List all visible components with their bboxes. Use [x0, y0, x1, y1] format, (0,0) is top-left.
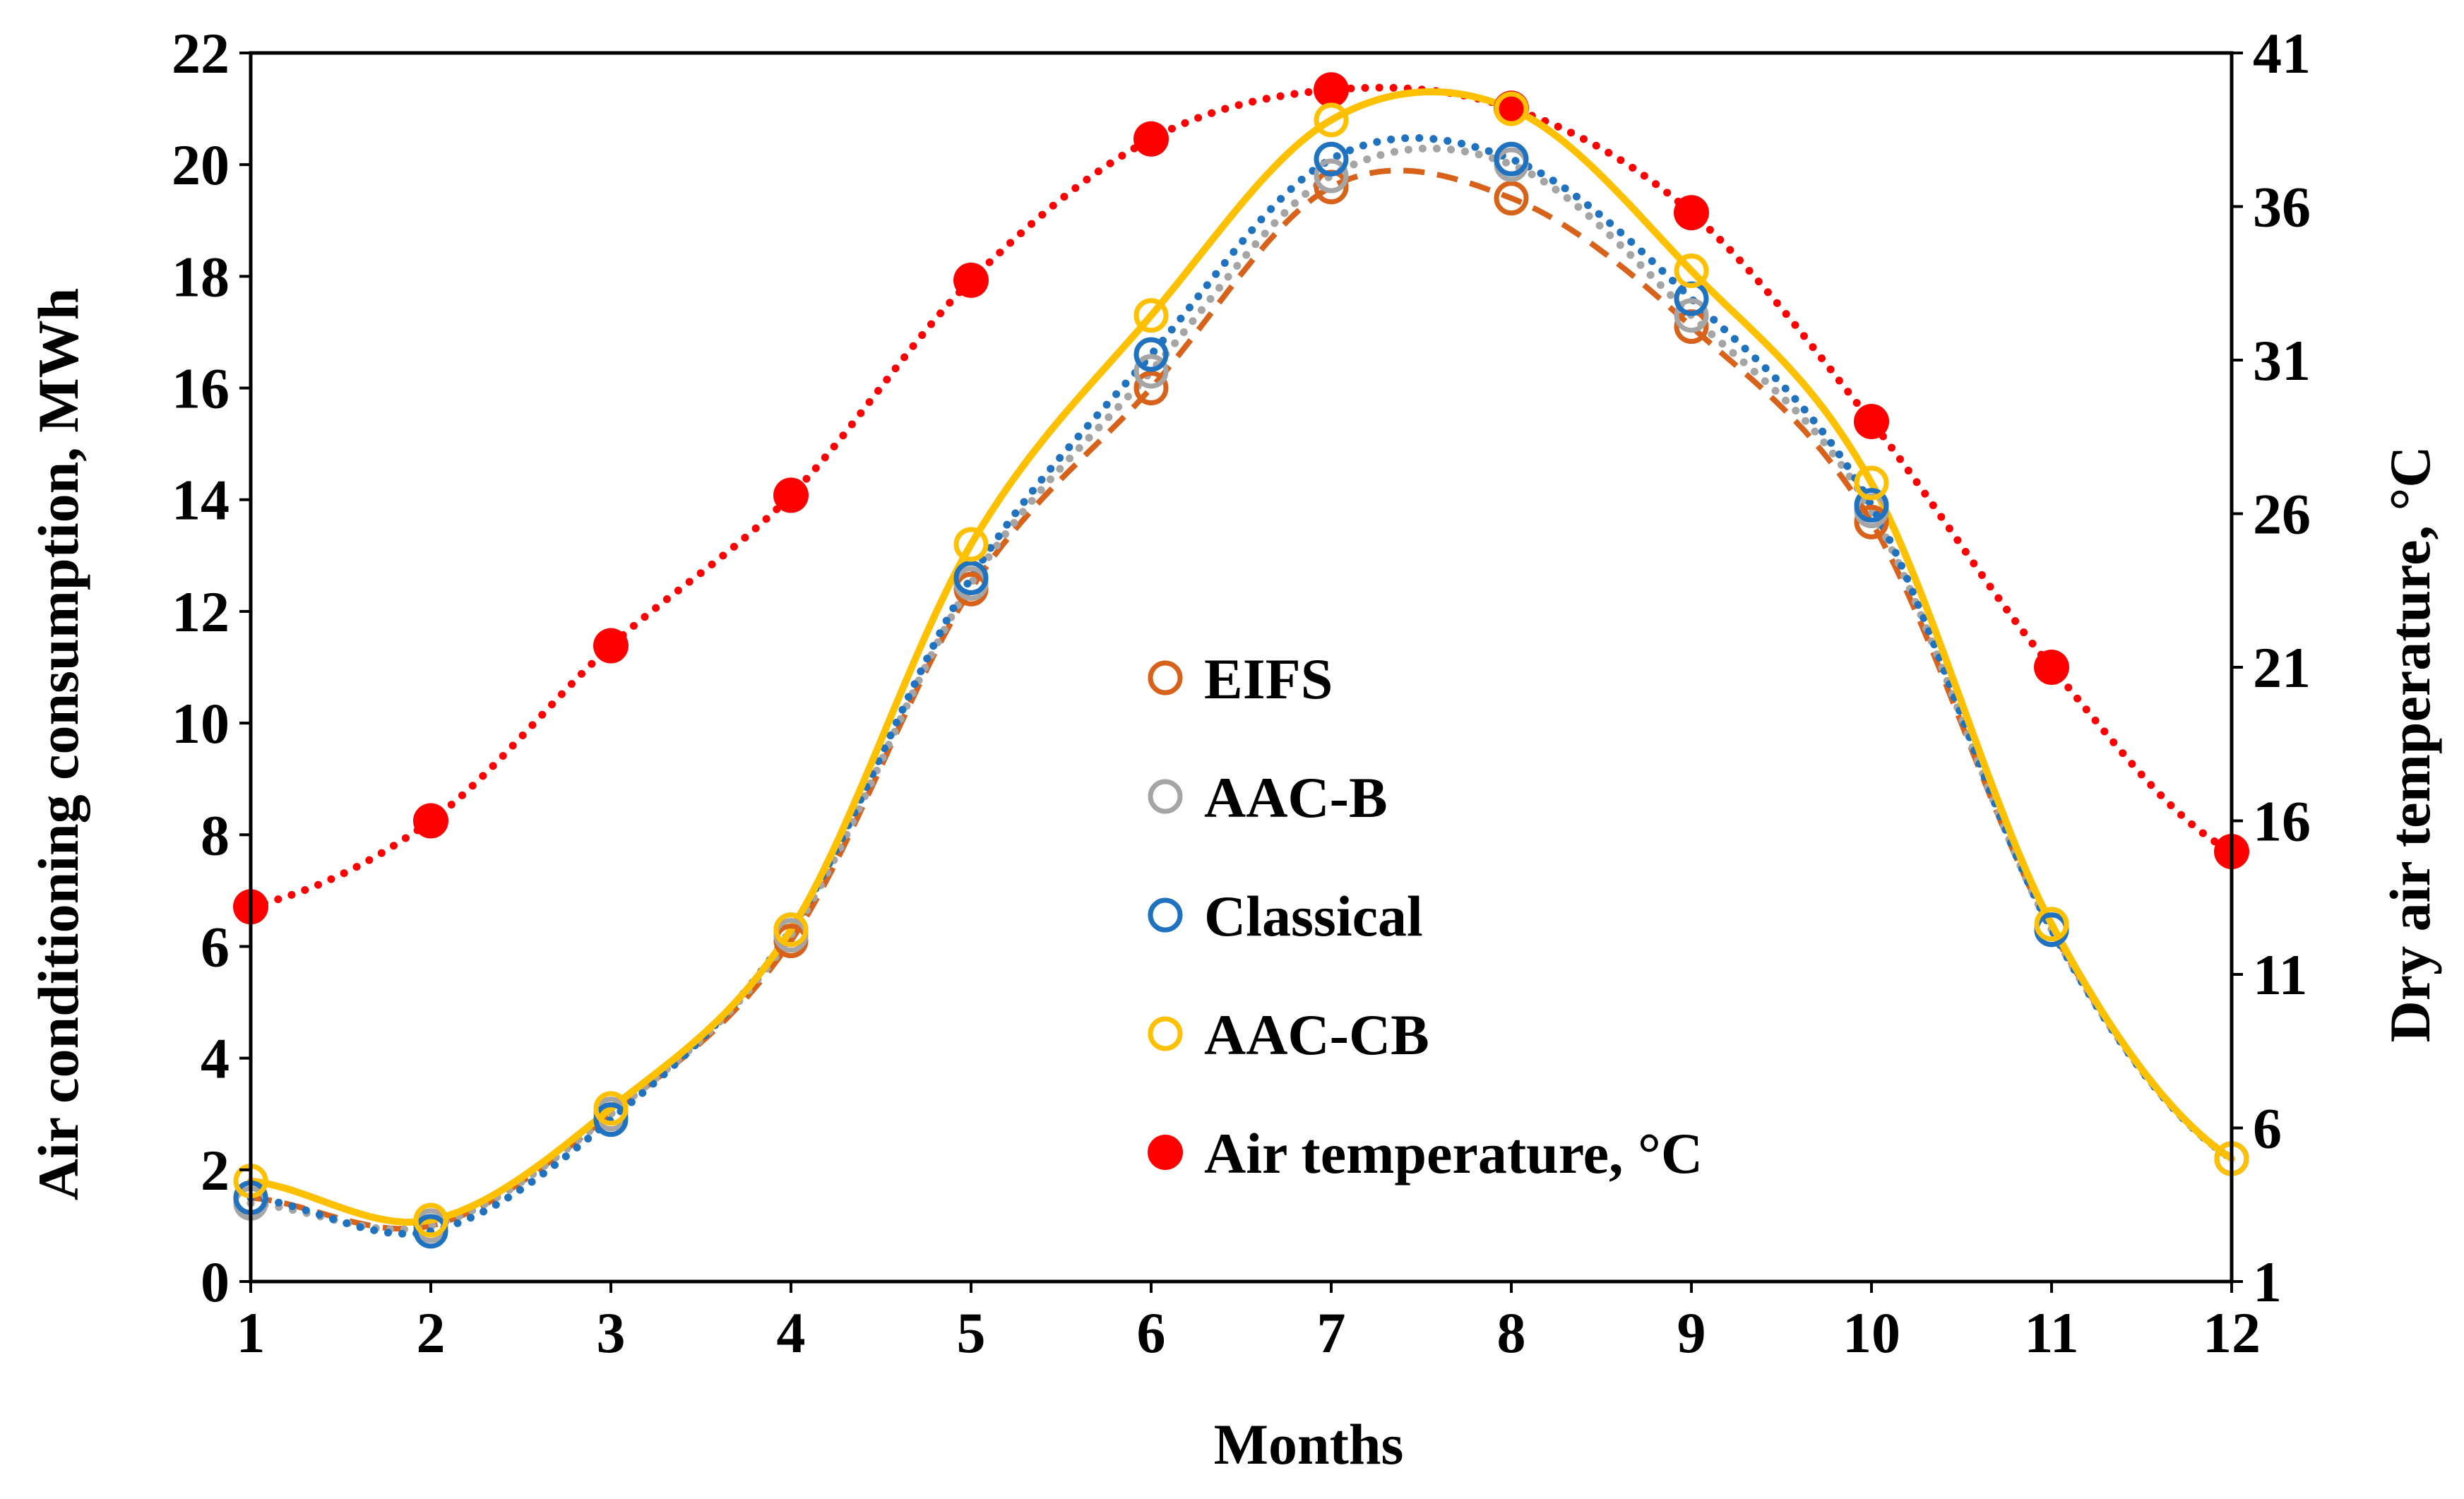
y-tick-label: 22 [172, 21, 230, 85]
data-point-3-1 [413, 1202, 448, 1238]
data-points [233, 72, 2249, 1249]
data-point-1-6 [1314, 158, 1349, 193]
trend-lines [246, 83, 2236, 1238]
data-point-3-4 [953, 527, 989, 562]
data-point-2-4 [953, 560, 989, 595]
data-point-4-9 [1854, 404, 1889, 439]
trend-line-4 [246, 83, 2236, 911]
y-axis-label: Air conditioning consumption, MWh [26, 288, 90, 1201]
x-tick-label: 1 [237, 1301, 266, 1365]
y2-tick-label: 31 [2253, 328, 2311, 393]
x-axis-label: Months [1214, 1412, 1404, 1476]
data-point-2-1 [413, 1214, 448, 1249]
data-point-4-3 [773, 477, 809, 513]
legend-label-4: Air temperature, °C [1204, 1121, 1703, 1186]
y-tick-label: 14 [172, 468, 230, 532]
data-point-0-5 [1133, 371, 1169, 406]
data-point-3-5 [1133, 298, 1169, 333]
y-tick-label: 6 [201, 914, 230, 979]
y2-tick-label: 21 [2253, 635, 2311, 700]
trend-line-1 [246, 144, 2236, 1234]
y2-axis-label: Dry air temperature, °C [2378, 446, 2442, 1043]
data-point-3-7 [1494, 91, 1529, 126]
trend-line-3 [247, 88, 2235, 1226]
y-tick-label: 0 [201, 1250, 230, 1314]
legend-label-1: AAC-B [1204, 765, 1388, 830]
data-point-4-2 [593, 628, 629, 664]
legend: EIFS AAC-B Classical AAC-CB Air temperature,… [1148, 647, 1703, 1186]
y2-tick-label: 6 [2253, 1097, 2282, 1161]
legend-label-3: AAC-CB [1204, 1003, 1429, 1067]
y2-tick-label: 26 [2253, 482, 2311, 547]
legend-marker-1 [1148, 779, 1183, 814]
x-tick-label: 6 [1137, 1301, 1166, 1365]
data-point-3-10 [2034, 907, 2069, 942]
data-point-2-5 [1133, 337, 1169, 372]
x-tick-label: 5 [957, 1301, 986, 1365]
data-point-2-6 [1314, 141, 1349, 177]
data-point-4-10 [2034, 650, 2069, 685]
y-tick-label: 2 [201, 1138, 230, 1202]
data-point-0-7 [1494, 181, 1529, 216]
y-tick-label: 18 [172, 244, 230, 309]
data-point-4-8 [1674, 195, 1709, 231]
data-point-3-8 [1674, 253, 1709, 288]
trend-line-2 [246, 133, 2236, 1238]
x-tick-label: 8 [1497, 1301, 1526, 1365]
y2-tick-label: 36 [2253, 175, 2311, 239]
axis-ticks: 1 2 3 4 5 6 7 8 9 10 11 120246810121416182022161116… [172, 21, 2311, 1365]
data-point-2-7 [1494, 141, 1529, 177]
y-tick-label: 20 [172, 133, 230, 197]
data-point-2-9 [1854, 488, 1889, 523]
x-tick-label: 4 [777, 1301, 806, 1365]
data-point-3-2 [593, 1091, 629, 1126]
x-tick-label: 12 [2203, 1301, 2261, 1365]
data-point-3-3 [773, 912, 809, 948]
data-point-0-9 [1854, 504, 1889, 539]
data-point-4-1 [413, 803, 448, 839]
data-point-2-2 [593, 1102, 629, 1137]
x-tick-label: 7 [1317, 1301, 1346, 1365]
data-point-3-9 [1854, 465, 1889, 501]
y-tick-label: 10 [172, 691, 230, 756]
legend-marker-2 [1148, 897, 1183, 933]
y-tick-label: 4 [201, 1027, 230, 1091]
x-tick-label: 2 [417, 1301, 446, 1365]
data-point-1-8 [1674, 298, 1709, 333]
data-point-4-6 [1314, 72, 1349, 108]
data-point-4-4 [953, 262, 989, 298]
y-tick-label: 12 [172, 580, 230, 644]
legend-marker-4 [1148, 1135, 1183, 1170]
y2-tick-label: 11 [2253, 943, 2307, 1007]
legend-marker-0 [1148, 660, 1183, 695]
data-point-3-6 [1314, 102, 1349, 138]
legend-label-0: EIFS [1204, 647, 1333, 711]
legend-label-2: Classical [1204, 884, 1423, 948]
y2-tick-label: 1 [2253, 1250, 2282, 1314]
legend-marker-3 [1148, 1016, 1183, 1051]
x-tick-label: 3 [597, 1301, 626, 1365]
x-tick-label: 10 [1843, 1301, 1900, 1365]
y-tick-label: 16 [172, 357, 230, 421]
y2-tick-label: 16 [2253, 789, 2311, 854]
x-tick-label: 11 [2024, 1301, 2078, 1365]
data-point-1-5 [1133, 354, 1169, 389]
x-tick-label: 9 [1677, 1301, 1706, 1365]
data-point-4-5 [1133, 121, 1169, 157]
y-tick-label: 8 [201, 803, 230, 867]
y2-tick-label: 41 [2253, 21, 2311, 85]
